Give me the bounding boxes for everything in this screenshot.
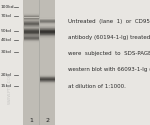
Bar — [24, 42, 39, 43]
Bar — [40, 76, 55, 77]
Text: 40kd: 40kd — [1, 38, 12, 42]
Bar — [24, 17, 39, 18]
Bar — [24, 36, 39, 37]
Bar — [40, 17, 55, 18]
Bar — [40, 28, 55, 29]
Text: 20kd: 20kd — [1, 73, 12, 77]
Bar — [24, 15, 39, 16]
Bar — [40, 78, 55, 79]
Bar — [24, 41, 39, 42]
Bar — [24, 18, 39, 19]
Bar — [40, 18, 55, 19]
Text: at dilution of 1:1000.: at dilution of 1:1000. — [68, 84, 126, 89]
Bar — [24, 38, 39, 39]
Bar — [40, 32, 55, 33]
Bar — [40, 81, 55, 82]
Bar — [24, 21, 39, 22]
Bar — [23, 0, 40, 125]
Text: 70kd: 70kd — [1, 14, 12, 18]
Bar — [24, 25, 39, 26]
Text: were  subjected  to  SDS-PAGE  followed  by: were subjected to SDS-PAGE followed by — [68, 51, 150, 56]
Text: 2: 2 — [45, 118, 49, 123]
Bar — [24, 34, 39, 35]
Bar — [24, 36, 39, 37]
Bar — [24, 38, 39, 39]
Bar — [40, 30, 55, 31]
Bar — [40, 36, 55, 37]
Bar — [24, 27, 39, 28]
Text: 15kd: 15kd — [1, 84, 12, 88]
Bar — [24, 24, 39, 25]
Bar — [24, 28, 39, 29]
Bar — [40, 77, 55, 78]
Bar — [40, 33, 55, 34]
Bar — [40, 38, 55, 39]
Bar — [24, 29, 39, 30]
Bar — [24, 33, 39, 34]
Bar — [24, 40, 39, 41]
Bar — [24, 13, 39, 14]
Bar — [24, 31, 39, 32]
Bar — [24, 26, 39, 27]
Text: Untreated  (lane  1)  or  CD95  monoclonal: Untreated (lane 1) or CD95 monoclonal — [68, 19, 150, 24]
Bar — [24, 22, 39, 23]
Bar — [40, 26, 55, 27]
Bar — [40, 82, 55, 83]
Bar — [40, 22, 55, 23]
Bar — [24, 33, 39, 34]
Bar — [40, 37, 55, 38]
Bar — [40, 84, 55, 85]
Bar — [24, 37, 39, 38]
Bar — [39, 0, 56, 125]
Bar — [24, 23, 39, 24]
Bar — [40, 83, 55, 84]
Bar — [24, 34, 39, 35]
Bar — [24, 19, 39, 20]
Bar — [24, 26, 39, 27]
Text: 30kd: 30kd — [1, 50, 12, 54]
Bar — [40, 74, 55, 75]
Bar — [40, 19, 55, 20]
Bar — [24, 28, 39, 29]
Text: WWW.PTG.COM: WWW.PTG.COM — [8, 71, 11, 104]
Bar — [40, 27, 55, 28]
Bar — [24, 32, 39, 33]
Bar — [24, 19, 39, 20]
Bar — [24, 20, 39, 21]
Bar — [24, 18, 39, 19]
Bar — [40, 39, 55, 40]
Bar — [24, 30, 39, 31]
Bar — [24, 27, 39, 28]
Bar — [24, 16, 39, 17]
Bar — [40, 31, 55, 32]
Bar — [24, 14, 39, 15]
Bar — [24, 35, 39, 36]
Text: 100kd: 100kd — [1, 5, 14, 9]
Bar — [40, 35, 55, 36]
Text: antibody (60194-1-Ig) treated Hela cell (lane 2): antibody (60194-1-Ig) treated Hela cell … — [68, 35, 150, 40]
Text: western blot with 66093-1-Ig (CASP8 antibody): western blot with 66093-1-Ig (CASP8 anti… — [68, 68, 150, 72]
Bar — [40, 23, 55, 24]
Bar — [24, 37, 39, 38]
Bar — [40, 80, 55, 81]
Text: 50kd: 50kd — [1, 29, 12, 33]
Bar — [40, 24, 55, 25]
Bar — [24, 39, 39, 40]
Text: 1: 1 — [30, 118, 33, 123]
Bar — [40, 25, 55, 26]
Bar — [40, 75, 55, 76]
Bar — [40, 20, 55, 21]
Bar — [24, 20, 39, 21]
Bar — [40, 79, 55, 80]
